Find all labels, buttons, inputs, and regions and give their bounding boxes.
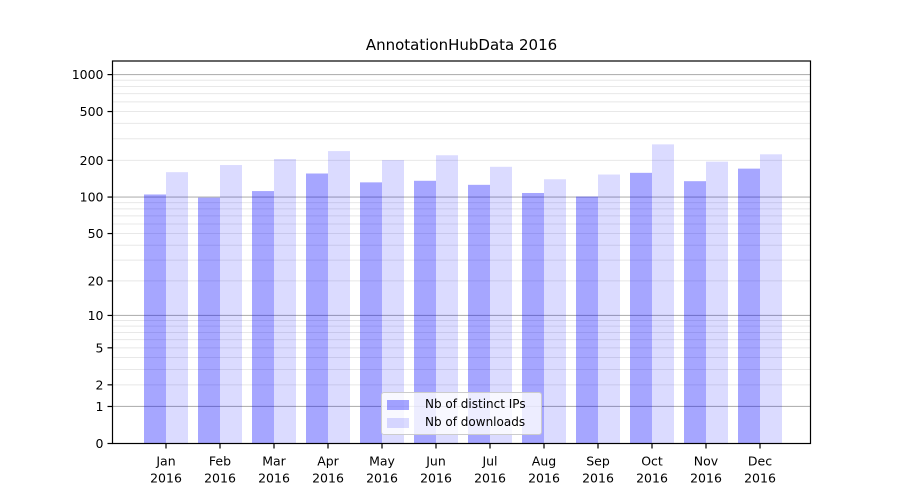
bar-ips-may xyxy=(360,182,382,444)
x-tick-label-month-jul: Jul xyxy=(481,454,497,469)
bar-downloads-nov xyxy=(706,161,728,444)
bar-ips-nov xyxy=(684,181,706,444)
legend-label-downloads: Nb of downloads xyxy=(425,415,526,429)
bar-downloads-feb xyxy=(220,165,242,444)
y-tick-label-100: 100 xyxy=(80,190,104,205)
bar-downloads-oct xyxy=(652,144,674,444)
bar-ips-feb xyxy=(198,197,220,444)
legend-swatch-downloads xyxy=(387,417,409,428)
x-tick-label-year-jul: 2016 xyxy=(474,471,506,486)
y-tick-label-200: 200 xyxy=(80,153,104,168)
bar-ips-mar xyxy=(252,191,274,444)
x-tick-label-month-aug: Aug xyxy=(532,454,556,469)
bar-downloads-mar xyxy=(274,159,296,444)
x-tick-label-year-may: 2016 xyxy=(366,471,398,486)
x-tick-label-year-apr: 2016 xyxy=(312,471,344,486)
y-tick-label-500: 500 xyxy=(80,104,104,119)
legend-swatch-distinct-ips xyxy=(387,399,409,410)
bar-ips-sep xyxy=(576,196,598,444)
bar-downloads-aug xyxy=(544,179,566,444)
chart-title: AnnotationHubData 2016 xyxy=(365,36,558,54)
x-tick-label-year-feb: 2016 xyxy=(204,471,236,486)
x-tick-label-month-mar: Mar xyxy=(262,454,286,469)
bar-downloads-apr xyxy=(328,151,350,444)
x-tick-label-year-dec: 2016 xyxy=(744,471,776,486)
bar-ips-dec xyxy=(738,168,760,444)
x-tick-label-month-jun: Jun xyxy=(425,454,446,469)
y-tick-label-1000: 1000 xyxy=(72,67,104,82)
bar-ips-aug xyxy=(522,192,544,444)
x-tick-label-month-feb: Feb xyxy=(209,454,231,469)
legend-entry-downloads: Nb of downloads xyxy=(387,415,535,430)
y-tick-label-0: 0 xyxy=(96,436,104,451)
bar-ips-jul xyxy=(468,184,490,444)
x-tick-label-month-jan: Jan xyxy=(155,454,175,469)
x-tick-label-year-sep: 2016 xyxy=(582,471,614,486)
y-tick-label-5: 5 xyxy=(96,340,104,355)
x-tick-label-month-dec: Dec xyxy=(748,454,772,469)
x-tick-label-year-mar: 2016 xyxy=(258,471,290,486)
bar-ips-jun xyxy=(414,180,436,444)
y-tick-label-20: 20 xyxy=(88,273,104,288)
bar-ips-oct xyxy=(630,172,652,444)
x-tick-label-month-sep: Sep xyxy=(586,454,610,469)
bar-ips-jan xyxy=(144,194,166,444)
plot-frame xyxy=(111,60,812,445)
bar-downloads-jun xyxy=(436,155,458,444)
bar-downloads-sep xyxy=(598,174,620,444)
x-tick-label-year-nov: 2016 xyxy=(690,471,722,486)
x-tick-label-month-may: May xyxy=(369,454,395,469)
x-tick-label-year-jun: 2016 xyxy=(420,471,452,486)
legend-entry-distinct-ips: Nb of distinct IPs xyxy=(387,397,535,412)
y-tick-label-10: 10 xyxy=(88,308,104,323)
x-tick-label-year-oct: 2016 xyxy=(636,471,668,486)
legend-label-distinct-ips: Nb of distinct IPs xyxy=(425,397,526,411)
x-tick-label-month-oct: Oct xyxy=(641,454,663,469)
bar-ips-apr xyxy=(306,173,328,444)
y-tick-label-1: 1 xyxy=(96,399,104,414)
y-tick-label-50: 50 xyxy=(88,226,104,241)
bar-downloads-jan xyxy=(166,172,188,444)
legend: Nb of distinct IPs Nb of downloads xyxy=(381,392,542,435)
x-tick-label-month-apr: Apr xyxy=(317,454,339,469)
bar-downloads-may xyxy=(382,160,404,444)
x-tick-label-year-jan: 2016 xyxy=(150,471,182,486)
bar-downloads-jul xyxy=(490,166,512,444)
y-tick-label-2: 2 xyxy=(96,377,104,392)
x-tick-label-month-nov: Nov xyxy=(694,454,719,469)
x-tick-label-year-aug: 2016 xyxy=(528,471,560,486)
bar-downloads-dec xyxy=(760,154,782,444)
